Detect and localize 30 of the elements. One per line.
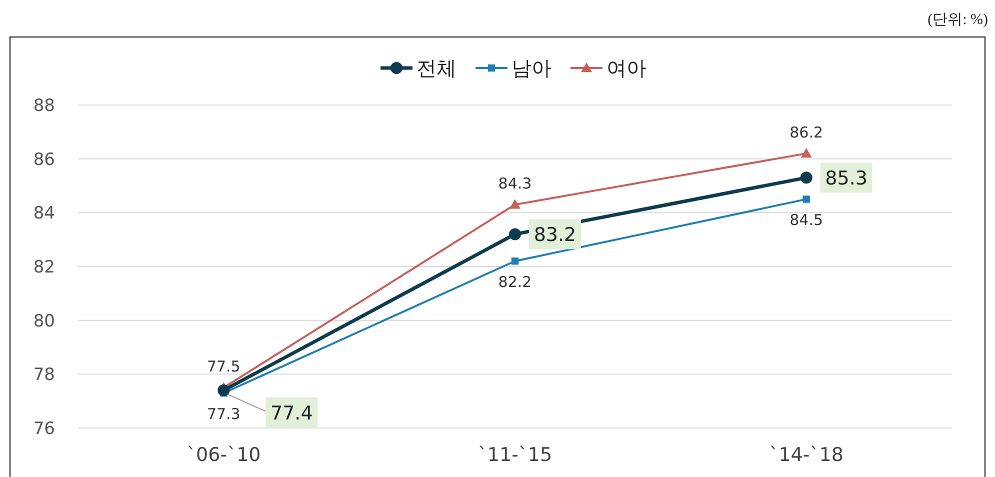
legend-label: 전체 (416, 56, 456, 80)
point (511, 258, 519, 265)
data-label: 83.2 (534, 224, 576, 246)
y-tick-label: 76 (33, 419, 55, 439)
legend-label: 여아 (606, 56, 646, 80)
data-label: 86.2 (790, 123, 824, 142)
data-label: 85.3 (825, 168, 868, 190)
legend-label: 남아 (512, 56, 552, 80)
text: (단위: %) (928, 12, 988, 28)
x-tick-label: `06-`10 (186, 444, 261, 466)
point (800, 148, 812, 158)
point (800, 172, 812, 184)
data-label: 82.2 (498, 273, 532, 292)
data-label: 84.3 (498, 174, 532, 193)
x-tick-label: `14-`18 (769, 444, 844, 466)
x-tick-label: `11-`15 (478, 444, 552, 466)
data-label: 77.5 (206, 358, 240, 376)
y-tick-label: 86 (33, 150, 55, 170)
point (802, 196, 810, 203)
y-tick-label: 82 (33, 258, 55, 278)
point (510, 199, 520, 209)
y-tick-label: 84 (33, 204, 55, 224)
y-tick-label: 78 (33, 365, 55, 386)
point (509, 228, 521, 240)
data-label: 77.3 (206, 405, 240, 424)
data-label: 77.4 (270, 402, 313, 424)
data-label: 84.5 (790, 211, 824, 230)
point (218, 384, 230, 396)
y-tick-label: 80 (33, 311, 55, 332)
y-tick-label: 88 (33, 96, 55, 116)
